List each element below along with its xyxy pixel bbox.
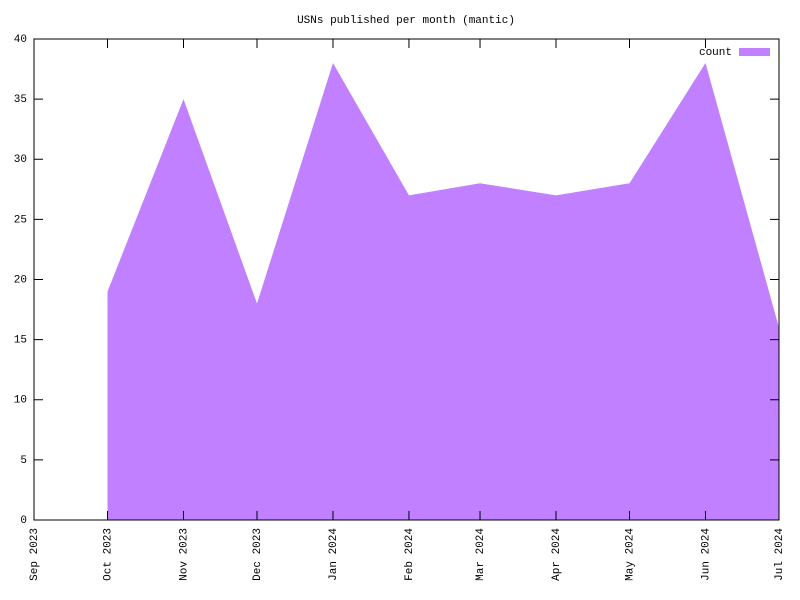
- y-tick-label: 25: [14, 214, 27, 226]
- x-tick-label: Jan 2024: [328, 528, 340, 581]
- x-tick-label: Sep 2023: [29, 528, 41, 581]
- y-tick-label: 10: [14, 395, 27, 407]
- y-tick-label: 20: [14, 274, 27, 286]
- legend-swatch: [739, 48, 770, 56]
- y-tick-label: 5: [20, 455, 27, 467]
- x-tick-label: May 2024: [624, 528, 636, 581]
- x-tick-label: Feb 2024: [404, 528, 416, 581]
- legend-label: count: [699, 47, 732, 59]
- y-tick-label: 40: [14, 34, 27, 46]
- x-tick-label: Oct 2023: [102, 528, 114, 581]
- chart-title: USNs published per month (mantic): [297, 15, 515, 27]
- y-tick-label: 30: [14, 154, 27, 166]
- plot-border: [33, 38, 780, 521]
- x-tick-label: Dec 2023: [252, 528, 264, 581]
- y-tick-label: 35: [14, 94, 27, 106]
- area: [107, 63, 780, 521]
- x-tick-label: Jun 2024: [700, 528, 712, 581]
- y-tick-label: 0: [20, 515, 27, 527]
- x-tick-label: Jul 2024: [774, 528, 786, 581]
- x-tick-label: Nov 2023: [178, 528, 190, 581]
- x-tick-label: Apr 2024: [551, 528, 563, 581]
- y-tick-label: 15: [14, 335, 27, 347]
- x-tick-label: Mar 2024: [475, 528, 487, 581]
